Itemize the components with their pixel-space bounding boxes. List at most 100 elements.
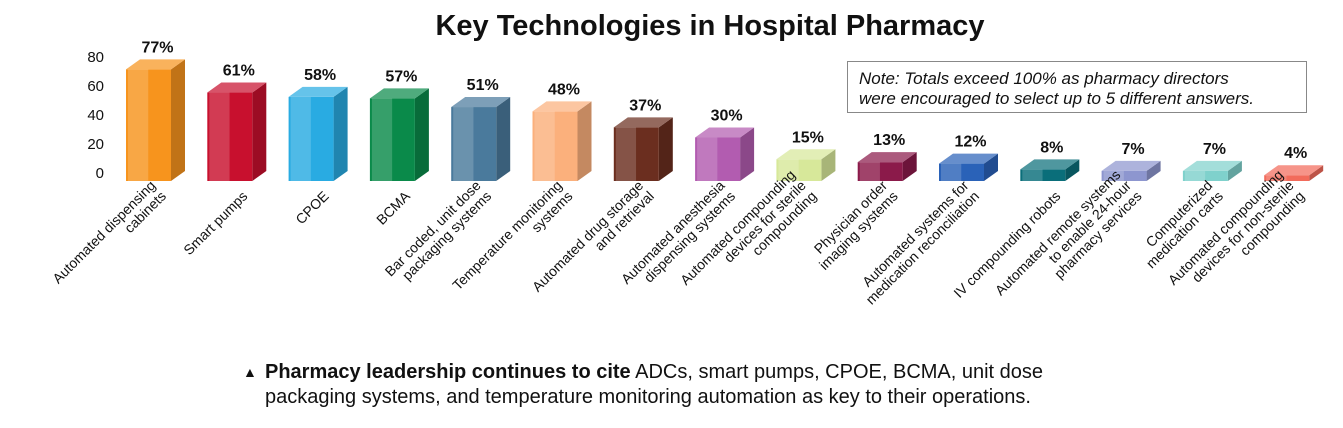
bar-top (369, 88, 429, 99)
bar-highlight (1022, 169, 1043, 181)
bar-highlight (290, 96, 311, 181)
category-label-line: CPOE (292, 188, 331, 227)
data-label: 58% (304, 67, 336, 84)
chart-title: Key Technologies in Hospital Pharmacy (435, 10, 985, 42)
bar-top (207, 82, 267, 93)
note-box: Note: Totals exceed 100% as pharmacy dir… (847, 61, 1307, 113)
bar-highlight (128, 69, 149, 181)
bar-front (1020, 169, 1066, 181)
bar-front (207, 92, 253, 181)
bar-top (532, 101, 592, 112)
bar-side (658, 117, 673, 181)
bar (857, 152, 917, 181)
bar-side (740, 127, 755, 181)
data-label: 7% (1203, 141, 1226, 158)
bar-side (902, 152, 917, 181)
bar-side (1065, 159, 1080, 181)
bar-side (496, 97, 511, 181)
bar-side (1146, 160, 1161, 181)
data-label: 37% (629, 97, 661, 114)
triangle-bullet-icon: ▲ (243, 364, 257, 380)
caption-line-1-rest: ADCs, smart pumps, CPOE, BCMA, unit dose (630, 361, 1044, 383)
category-label-line: Smart pumps (180, 188, 250, 258)
bar-top (695, 127, 755, 138)
bar-highlight (615, 127, 637, 181)
bar-top (776, 149, 836, 160)
bar-side (171, 59, 185, 181)
bar-highlight (453, 107, 474, 181)
y-tick-label: 40 (87, 107, 104, 124)
bar-top (1020, 159, 1080, 170)
caption: ▲ Pharmacy leadership continues to cite … (243, 360, 1043, 410)
bar-highlight (1266, 175, 1287, 181)
bars (126, 59, 1324, 181)
category-label-line: Automated dispensing (49, 177, 158, 286)
category-label: Automated dispensingcabinets (49, 177, 169, 297)
bar-front (288, 96, 334, 181)
bar-front (451, 107, 497, 181)
bar (1264, 165, 1324, 181)
bar-highlight (371, 98, 393, 181)
bar-highlight (209, 92, 230, 181)
y-axis: 0 20 40 60 80 (87, 49, 104, 182)
bar-highlight (1103, 170, 1124, 181)
bar-side (333, 86, 348, 181)
bar (126, 59, 185, 181)
category-label: CPOE (292, 188, 331, 227)
y-tick-label: 0 (96, 165, 104, 182)
bar (288, 86, 348, 181)
bar (613, 117, 673, 181)
bar-front (532, 111, 578, 181)
bar-side (252, 82, 267, 181)
bar-highlight (941, 163, 962, 181)
data-label: 4% (1284, 145, 1307, 162)
bar-chart: 0 20 40 60 80 77% Automated dispensingcabinet… (49, 39, 1324, 308)
y-tick-label: 20 (87, 136, 104, 153)
bar-side (984, 153, 998, 181)
bar-top (288, 86, 348, 97)
bar (939, 153, 998, 181)
bar (532, 101, 592, 181)
bar (1182, 160, 1242, 181)
bar-front (939, 163, 984, 181)
bar-front (857, 162, 903, 181)
data-label: 77% (141, 39, 173, 56)
bar-top (126, 59, 185, 70)
bar (451, 97, 511, 181)
bar-front (613, 127, 659, 181)
data-label: 8% (1040, 139, 1063, 156)
data-label: 48% (548, 81, 580, 98)
bar-front (695, 137, 741, 181)
data-label: 12% (954, 134, 986, 151)
bar-top (857, 152, 917, 163)
data-label: 57% (385, 68, 417, 85)
data-label: 30% (711, 108, 743, 125)
bar-top (451, 97, 511, 108)
bar-front (126, 69, 171, 181)
bar-top (1101, 160, 1161, 171)
bar-side (414, 88, 429, 181)
data-label: 7% (1122, 141, 1145, 158)
caption-bold: Pharmacy leadership continues to cite (265, 361, 631, 383)
bar-highlight (534, 111, 555, 181)
caption-line-1: Pharmacy leadership continues to cite AD… (265, 360, 1043, 385)
bar-top (613, 117, 673, 128)
bar-front (1264, 175, 1310, 181)
bar-highlight (1184, 170, 1206, 181)
category-label: Smart pumps (180, 188, 250, 258)
bar-highlight (859, 162, 880, 181)
bar-side (821, 149, 836, 181)
category-label: BCMA (373, 187, 413, 227)
bar (776, 149, 836, 181)
bar-top (1264, 165, 1324, 176)
bar-front (776, 159, 822, 181)
bar (1101, 160, 1161, 181)
y-tick-label: 80 (87, 49, 104, 66)
bar-highlight (778, 159, 799, 181)
bar-side (577, 101, 592, 181)
bar-front (1182, 170, 1228, 181)
bar-highlight (697, 137, 718, 181)
data-label: 15% (792, 129, 824, 146)
bar (369, 88, 429, 181)
bar-top (1182, 160, 1242, 171)
